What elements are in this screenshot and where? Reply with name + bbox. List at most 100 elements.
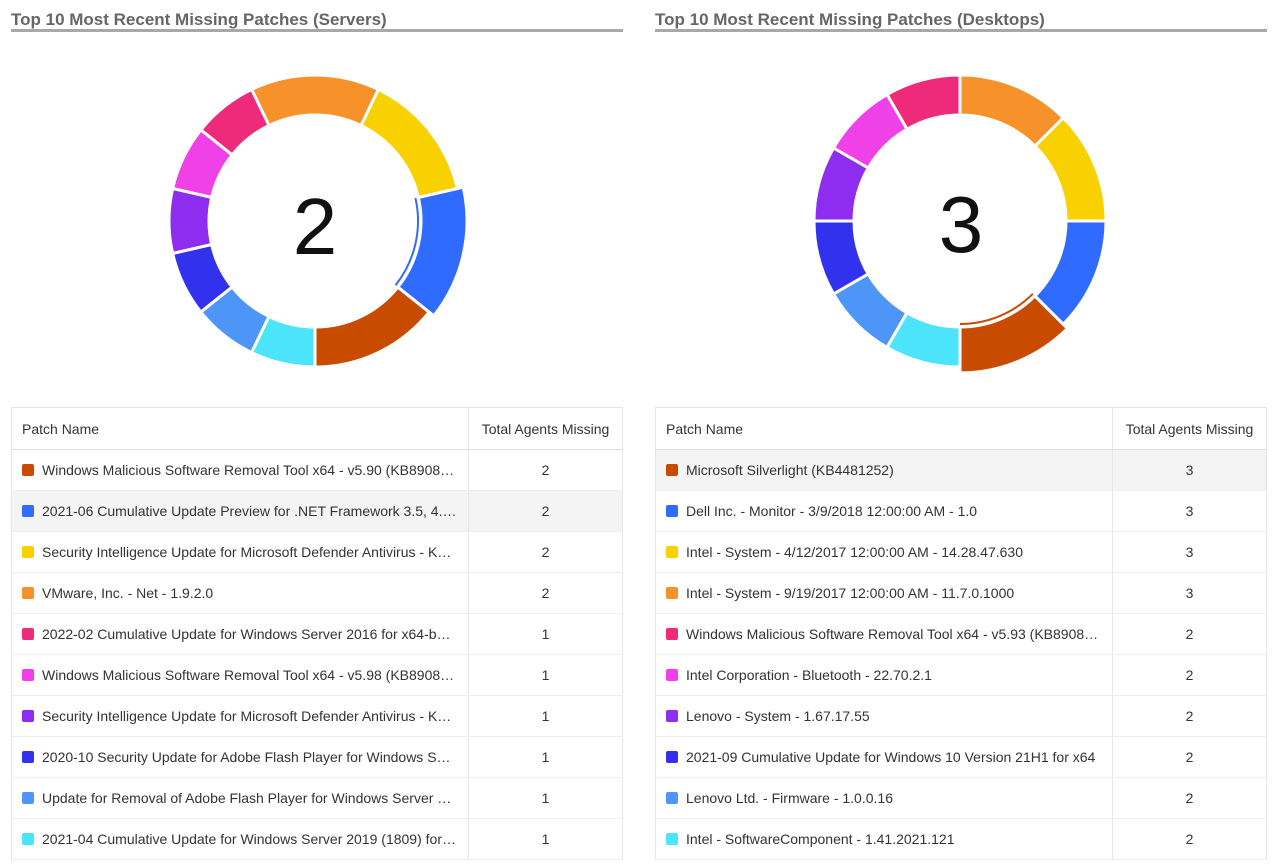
table-row[interactable]: Security Intelligence Update for Microso…: [11, 695, 623, 737]
patch-name: Security Intelligence Update for Microso…: [42, 708, 469, 724]
patch-name-cell: Update for Removal of Adobe Flash Player…: [11, 777, 469, 819]
legend-swatch: [666, 628, 678, 640]
patch-name-cell: 2020-10 Security Update for Adobe Flash …: [11, 736, 469, 778]
table-row[interactable]: Update for Removal of Adobe Flash Player…: [11, 777, 623, 819]
agents-missing-count: 1: [468, 777, 623, 819]
servers-patch-table: Patch Name Total Agents Missing Windows …: [11, 407, 623, 860]
column-header-total-agents-missing[interactable]: Total Agents Missing: [468, 407, 623, 450]
agents-missing-count: 1: [468, 613, 623, 655]
patch-name-cell: Windows Malicious Software Removal Tool …: [11, 449, 469, 491]
legend-swatch: [666, 710, 678, 722]
legend-swatch: [666, 546, 678, 558]
agents-missing-count: 2: [1112, 818, 1267, 860]
table-row[interactable]: 2021-09 Cumulative Update for Windows 10…: [655, 736, 1267, 778]
selected-slice-highlight: [394, 197, 419, 286]
donut-slice[interactable]: [167, 186, 214, 256]
patch-name-cell: Security Intelligence Update for Microso…: [11, 695, 469, 737]
agents-missing-count: 1: [468, 654, 623, 696]
table-row[interactable]: Intel - System - 4/12/2017 12:00:00 AM -…: [655, 531, 1267, 573]
patch-name: Microsoft Silverlight (KB4481252): [686, 462, 894, 478]
legend-swatch: [22, 546, 34, 558]
patch-name: Security Intelligence Update for Microso…: [42, 544, 469, 560]
table-row[interactable]: Windows Malicious Software Removal Tool …: [11, 654, 623, 696]
table-row[interactable]: 2021-06 Cumulative Update Preview for .N…: [11, 490, 623, 532]
patch-name-cell: Lenovo - System - 1.67.17.55: [655, 695, 1113, 737]
table-row[interactable]: VMware, Inc. - Net - 1.9.2.0 2: [11, 572, 623, 614]
patch-name: VMware, Inc. - Net - 1.9.2.0: [42, 585, 214, 601]
column-header-patch-name[interactable]: Patch Name: [655, 407, 1113, 450]
column-header-total-agents-missing[interactable]: Total Agents Missing: [1112, 407, 1267, 450]
legend-swatch: [666, 587, 678, 599]
table-row[interactable]: Intel - SoftwareComponent - 1.41.2021.12…: [655, 818, 1267, 860]
legend-swatch: [22, 505, 34, 517]
table-row[interactable]: Intel Corporation - Bluetooth - 22.70.2.…: [655, 654, 1267, 696]
desktops-panel-title: Top 10 Most Recent Missing Patches (Desk…: [655, 0, 1267, 32]
legend-swatch: [22, 628, 34, 640]
legend-swatch: [666, 751, 678, 763]
legend-swatch: [666, 792, 678, 804]
column-header-patch-name[interactable]: Patch Name: [11, 407, 469, 450]
donut-slice[interactable]: [249, 73, 381, 128]
patch-name-cell: 2022-02 Cumulative Update for Windows Se…: [11, 613, 469, 655]
patch-name-cell: Security Intelligence Update for Microso…: [11, 531, 469, 573]
patch-name: Intel - System - 4/12/2017 12:00:00 AM -…: [686, 544, 1023, 560]
table-row[interactable]: Windows Malicious Software Removal Tool …: [11, 449, 623, 491]
patch-name: Intel Corporation - Bluetooth - 22.70.2.…: [686, 667, 932, 683]
patch-name: Dell Inc. - Monitor - 3/9/2018 12:00:00 …: [686, 503, 978, 519]
agents-missing-count: 2: [1112, 613, 1267, 655]
legend-swatch: [666, 833, 678, 845]
table-row[interactable]: Security Intelligence Update for Microso…: [11, 531, 623, 573]
table-row[interactable]: Lenovo Ltd. - Firmware - 1.0.0.16 2: [655, 777, 1267, 819]
donut-slice[interactable]: [358, 87, 460, 200]
patch-name: 2021-04 Cumulative Update for Windows Se…: [42, 831, 469, 847]
patch-name: Intel - System - 9/19/2017 12:00:00 AM -…: [686, 585, 1015, 601]
desktops-donut-chart[interactable]: 3: [655, 35, 1267, 405]
patch-name-cell: VMware, Inc. - Net - 1.9.2.0: [11, 572, 469, 614]
patch-name: 2021-09 Cumulative Update for Windows 10…: [686, 749, 1096, 765]
table-row[interactable]: Microsoft Silverlight (KB4481252) 3: [655, 449, 1267, 491]
patch-name: Intel - SoftwareComponent - 1.41.2021.12…: [686, 831, 955, 847]
agents-missing-count: 2: [1112, 777, 1267, 819]
patch-name-cell: Dell Inc. - Monitor - 3/9/2018 12:00:00 …: [655, 490, 1113, 532]
legend-swatch: [22, 751, 34, 763]
table-row[interactable]: Lenovo - System - 1.67.17.55 2: [655, 695, 1267, 737]
legend-swatch: [22, 464, 34, 476]
donut-slice[interactable]: [249, 314, 317, 369]
agents-missing-count: 3: [1112, 572, 1267, 614]
patch-name: Windows Malicious Software Removal Tool …: [686, 626, 1105, 642]
agents-missing-count: 2: [1112, 654, 1267, 696]
table-row[interactable]: Windows Malicious Software Removal Tool …: [655, 613, 1267, 655]
table-row[interactable]: 2020-10 Security Update for Adobe Flash …: [11, 736, 623, 778]
table-row[interactable]: Intel - System - 9/19/2017 12:00:00 AM -…: [655, 572, 1267, 614]
table-row[interactable]: 2022-02 Cumulative Update for Windows Se…: [11, 613, 623, 655]
servers-donut-chart[interactable]: 2: [11, 35, 623, 405]
desktops-center-value: 3: [938, 180, 984, 269]
patch-name: 2020-10 Security Update for Adobe Flash …: [42, 749, 469, 765]
legend-swatch: [22, 587, 34, 599]
servers-center-value: 2: [292, 182, 338, 271]
patch-name-cell: Intel - SoftwareComponent - 1.41.2021.12…: [655, 818, 1113, 860]
patch-name-cell: 2021-04 Cumulative Update for Windows Se…: [11, 818, 469, 860]
patch-name-cell: Intel - System - 9/19/2017 12:00:00 AM -…: [655, 572, 1113, 614]
legend-swatch: [666, 505, 678, 517]
donut-slice[interactable]: [884, 310, 962, 369]
servers-table-body: Windows Malicious Software Removal Tool …: [11, 449, 623, 860]
patch-name-cell: Lenovo Ltd. - Firmware - 1.0.0.16: [655, 777, 1113, 819]
legend-swatch: [22, 710, 34, 722]
servers-donut-svg[interactable]: [11, 35, 623, 405]
patch-name-cell: 2021-09 Cumulative Update for Windows 10…: [655, 736, 1113, 778]
legend-swatch: [666, 464, 678, 476]
table-row[interactable]: 2021-04 Cumulative Update for Windows Se…: [11, 818, 623, 860]
donut-slice[interactable]: [958, 293, 1070, 375]
agents-missing-count: 2: [1112, 736, 1267, 778]
table-row[interactable]: Dell Inc. - Monitor - 3/9/2018 12:00:00 …: [655, 490, 1267, 532]
agents-missing-count: 1: [468, 695, 623, 737]
donut-slice[interactable]: [395, 185, 469, 318]
desktops-donut-svg[interactable]: [655, 35, 1267, 405]
legend-swatch: [666, 669, 678, 681]
patch-name: Lenovo - System - 1.67.17.55: [686, 708, 870, 724]
patch-name: Windows Malicious Software Removal Tool …: [42, 462, 461, 478]
patch-name: Windows Malicious Software Removal Tool …: [42, 667, 461, 683]
agents-missing-count: 2: [468, 531, 623, 573]
table-header-row: Patch Name Total Agents Missing: [11, 407, 623, 450]
